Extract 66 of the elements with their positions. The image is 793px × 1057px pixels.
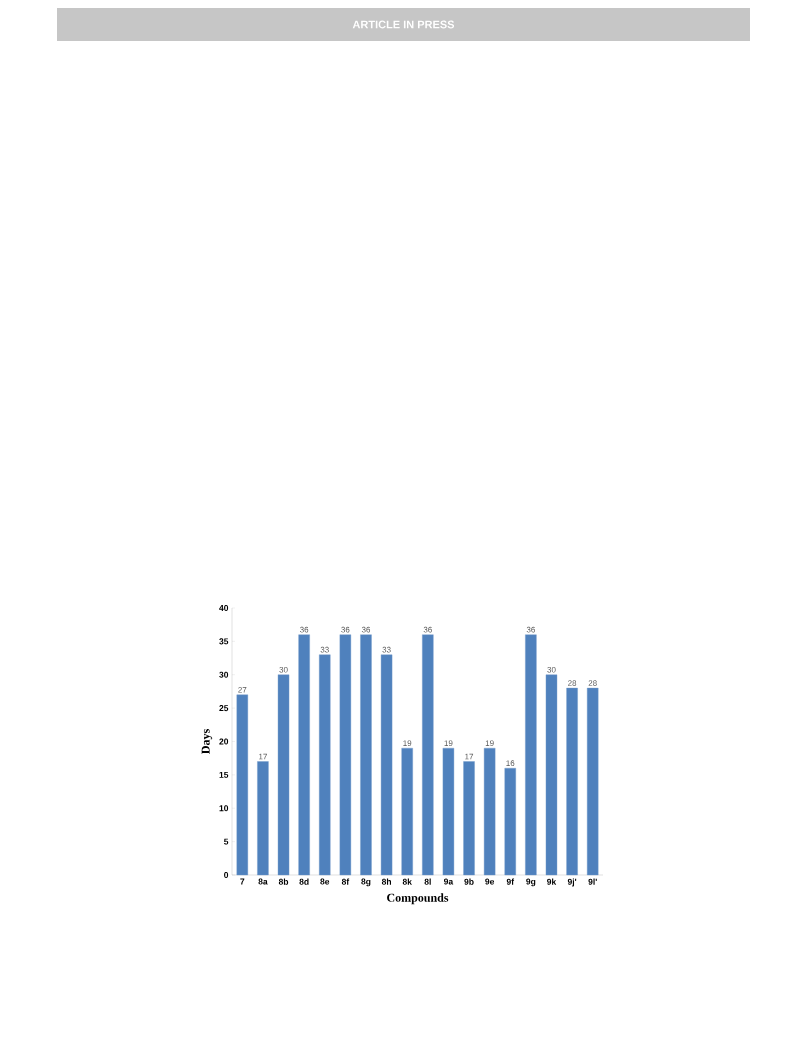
data-label: 27 — [238, 686, 247, 693]
x-tick-label: 8a — [258, 878, 268, 885]
bar — [257, 761, 269, 876]
bar — [422, 634, 434, 876]
x-tick-label: 8d — [299, 878, 309, 885]
x-tick-label: 9f — [506, 878, 515, 885]
x-tick-label: 8g — [361, 878, 371, 887]
text: ARTICLE IN PRESS — [352, 20, 455, 29]
x-tick-label: 9k — [547, 878, 557, 885]
x-tick-label: 9e — [485, 878, 495, 885]
x-tick-label: 7 — [240, 878, 245, 885]
bar — [298, 634, 310, 876]
data-label: 16 — [506, 760, 515, 766]
data-label: 36 — [423, 626, 432, 633]
bar — [401, 747, 413, 876]
data-label: 28 — [588, 680, 597, 686]
data-label: 19 — [403, 740, 412, 746]
bar — [483, 747, 496, 876]
x-axis-title: Compounds — [387, 893, 449, 905]
bar — [380, 654, 393, 876]
y-tick-label: 35 — [219, 638, 229, 645]
bar — [277, 674, 290, 876]
bar — [442, 747, 455, 876]
x-tick-label: 9j' — [567, 878, 577, 887]
x-tick-label: 8l — [424, 878, 431, 885]
y-axis-title: Days — [201, 729, 213, 754]
y-tick-label: 5 — [224, 838, 229, 845]
data-label: 36 — [299, 626, 309, 633]
bar — [463, 761, 475, 876]
data-label: 17 — [259, 753, 267, 760]
y-tick-label: 25 — [219, 705, 229, 712]
x-tick-label: 9g — [526, 878, 536, 887]
data-label: 17 — [465, 753, 474, 760]
data-label: 28 — [568, 680, 577, 686]
y-tick-label: 0 — [224, 871, 229, 878]
data-label: 36 — [361, 626, 371, 633]
x-tick-label: 9b — [464, 878, 474, 885]
data-label: 30 — [279, 666, 288, 673]
bar — [545, 674, 558, 876]
y-tick-label: 15 — [219, 771, 229, 778]
data-label: 36 — [526, 626, 535, 633]
x-tick-label: 9l' — [588, 878, 597, 885]
bar — [319, 654, 331, 876]
bar — [525, 634, 537, 876]
y-tick-label: 30 — [219, 671, 229, 678]
data-label: 30 — [547, 666, 556, 673]
bar — [504, 768, 516, 876]
data-label: 33 — [320, 646, 329, 653]
x-tick-label: 8h — [381, 878, 392, 885]
x-tick-label: 8k — [402, 878, 412, 885]
y-tick-label: 10 — [219, 805, 229, 812]
bar — [587, 687, 599, 876]
data-label: 19 — [485, 740, 494, 746]
data-label: 19 — [444, 740, 453, 746]
bar — [566, 687, 578, 876]
bar — [360, 634, 372, 876]
bar — [339, 634, 352, 876]
y-tick-label: 20 — [219, 738, 229, 745]
data-label: 36 — [341, 626, 350, 633]
data-label: 33 — [382, 646, 391, 653]
y-tick-label: 40 — [219, 604, 229, 611]
bar — [236, 694, 249, 876]
x-tick-label: 8b — [278, 878, 289, 885]
x-tick-label: 8e — [320, 878, 330, 885]
x-tick-label: 9a — [443, 878, 454, 885]
x-tick-label: 8f — [341, 878, 350, 885]
